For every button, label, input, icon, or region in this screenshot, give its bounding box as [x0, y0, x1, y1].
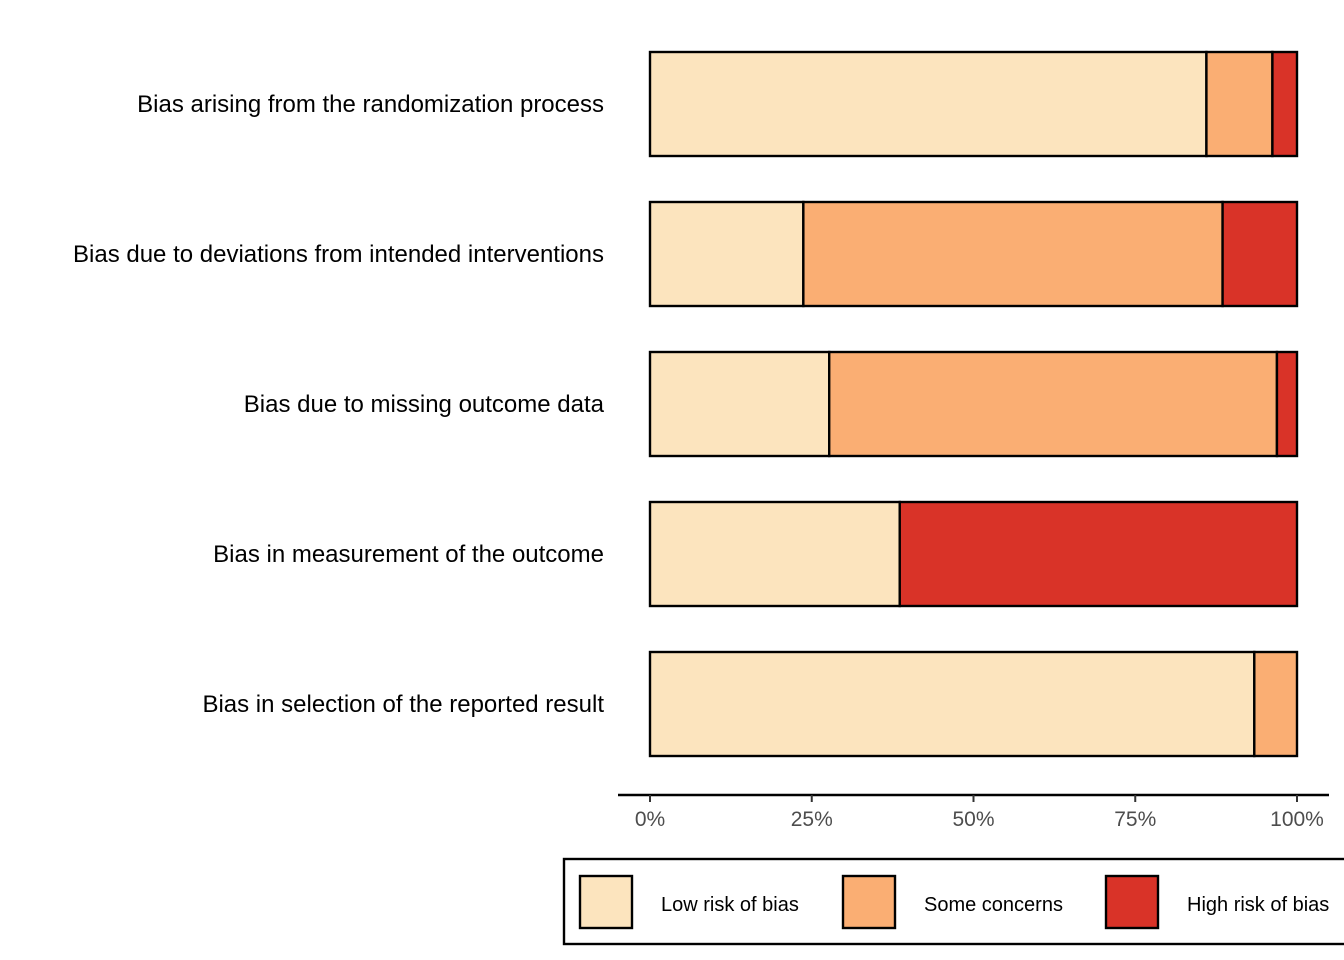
legend-label: Low risk of bias	[661, 894, 799, 916]
bar-segment-high-risk-of-bias	[1271, 50, 1299, 158]
legend-box	[562, 857, 1344, 946]
x-tick-label: 0%	[635, 808, 665, 831]
bar-segment-some-concerns	[828, 350, 1279, 458]
x-tick-label: 75%	[1114, 808, 1156, 831]
x-tick-label: 50%	[952, 808, 994, 831]
bar-segment-some-concerns	[1205, 50, 1274, 158]
bar-area	[648, 50, 1299, 758]
legend-swatch	[841, 874, 897, 930]
bar-row-3	[648, 350, 1299, 458]
bar-segment-high-risk-of-bias	[1221, 200, 1299, 308]
category-label: Bias due to deviations from intended int…	[73, 241, 604, 268]
bar-segment-low-risk-of-bias	[648, 500, 901, 608]
bar-segment-low-risk-of-bias	[648, 650, 1256, 758]
bar-segment-low-risk-of-bias	[648, 50, 1208, 158]
legend-label: Some concerns	[924, 894, 1063, 916]
legend-swatch	[1104, 874, 1160, 930]
category-label: Bias arising from the randomization proc…	[137, 91, 604, 118]
x-axis: 0% 25% 50% 75% 100%	[618, 793, 1329, 831]
category-label: Bias due to missing outcome data	[244, 391, 605, 418]
bar-row-2	[648, 200, 1299, 308]
bar-row-1	[648, 50, 1299, 158]
bar-segment-low-risk-of-bias	[648, 350, 831, 458]
bar-row-5	[648, 650, 1299, 758]
bar-row-4	[648, 500, 1299, 608]
x-tick-label: 100%	[1270, 808, 1324, 831]
bar-segment-low-risk-of-bias	[648, 200, 805, 308]
bar-segment-some-concerns	[1253, 650, 1299, 758]
bar-segment-high-risk-of-bias	[1275, 350, 1299, 458]
category-label: Bias in measurement of the outcome	[213, 541, 604, 568]
bar-segment-high-risk-of-bias	[898, 500, 1299, 608]
legend-item-high-risk-of-bias: High risk of bias	[1104, 874, 1329, 930]
legend: Low risk of bias Some concerns High risk o…	[562, 857, 1344, 946]
legend-item-low-risk-of-bias: Low risk of bias	[578, 874, 799, 930]
category-labels: Bias arising from the randomization proc…	[73, 91, 605, 718]
legend-item-some-concerns: Some concerns	[841, 874, 1063, 930]
legend-swatch	[578, 874, 634, 930]
legend-label: High risk of bias	[1187, 894, 1329, 916]
x-tick-label: 25%	[791, 808, 833, 831]
bar-segment-some-concerns	[802, 200, 1224, 308]
category-label: Bias in selection of the reported result	[202, 691, 604, 718]
